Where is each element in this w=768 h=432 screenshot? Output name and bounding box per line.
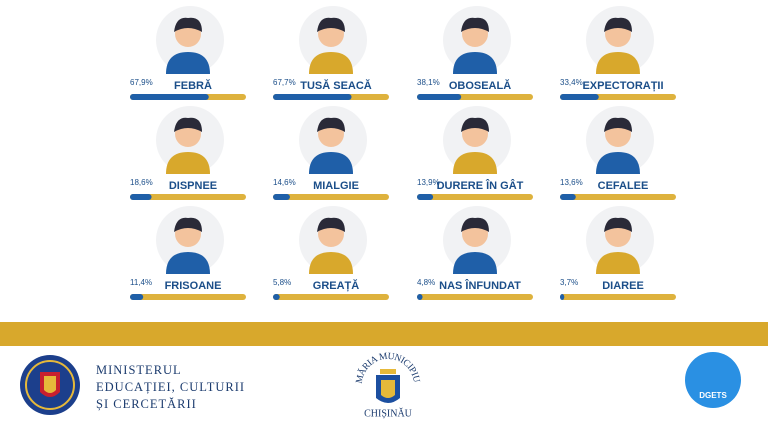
illustration-body xyxy=(309,152,353,174)
bar xyxy=(130,294,144,300)
bar-track xyxy=(417,194,533,200)
category-label: TUSĂ SEACĂ xyxy=(300,79,372,92)
value-label: 4,8% xyxy=(417,278,435,287)
category-label: FEBRĂ xyxy=(174,79,212,92)
illustration-hair xyxy=(604,117,632,132)
bar-track xyxy=(560,194,676,200)
value-label: 5,8% xyxy=(273,278,291,287)
bar xyxy=(560,294,565,300)
value-label: 67,9% xyxy=(130,78,153,87)
illustration-body xyxy=(596,52,640,74)
illustration-body xyxy=(309,52,353,74)
illustration-body xyxy=(166,252,210,274)
bar xyxy=(130,94,209,100)
illustration-hair xyxy=(317,17,345,32)
illustration-body xyxy=(166,152,210,174)
ministry-logo xyxy=(20,355,80,415)
illustration-hair xyxy=(461,17,489,32)
value-label: 38,1% xyxy=(417,78,440,87)
value-label: 13,6% xyxy=(560,178,583,187)
bar-track xyxy=(560,294,676,300)
category-label: OBOSEALĂ xyxy=(449,79,511,92)
illustration-hair xyxy=(317,217,345,232)
category-label: DISPNEE xyxy=(169,180,217,192)
ministry-text: EDUCAȚIEI, CULTURII xyxy=(96,380,245,394)
dgets-text: DGETS xyxy=(699,391,727,400)
illustration-body xyxy=(453,152,497,174)
illustration-hair xyxy=(317,117,345,132)
illustration-hair xyxy=(461,217,489,232)
value-label: 18,6% xyxy=(130,178,153,187)
bar xyxy=(417,94,462,100)
category-label: FRISOANE xyxy=(165,280,222,292)
illustration-body xyxy=(596,152,640,174)
city-name: CHIȘINĂU xyxy=(364,407,413,419)
bar xyxy=(417,294,423,300)
category-label: MIALGIE xyxy=(313,180,359,192)
illustration-body xyxy=(453,52,497,74)
dgets-logo xyxy=(685,352,741,408)
value-label: 11,4% xyxy=(130,278,152,287)
illustration-hair xyxy=(461,117,489,132)
category-label: EXPECTORAȚII xyxy=(582,80,663,92)
band xyxy=(0,322,768,346)
illustration-hair xyxy=(604,17,632,32)
bar xyxy=(560,94,599,100)
bar xyxy=(273,94,352,100)
illustration-body xyxy=(309,252,353,274)
illustration-hair xyxy=(174,217,202,232)
bar-track xyxy=(273,194,389,200)
bar xyxy=(273,194,290,200)
bar xyxy=(130,194,152,200)
bar-track xyxy=(130,294,246,300)
category-label: NAS ÎNFUNDAT xyxy=(439,279,521,292)
illustration-body xyxy=(453,252,497,274)
category-label: CEFALEE xyxy=(598,180,649,192)
category-label: DURERE ÎN GÂT xyxy=(437,179,524,192)
bar xyxy=(417,194,434,200)
value-label: 14,6% xyxy=(273,178,296,187)
value-label: 33,4% xyxy=(560,78,583,87)
city-logo xyxy=(376,369,400,403)
category-label: DIAREE xyxy=(602,280,644,292)
illustration-body xyxy=(596,252,640,274)
bar-track xyxy=(417,294,533,300)
ministry-text: MINISTERUL xyxy=(96,363,182,377)
bar-track xyxy=(130,194,246,200)
value-label: 67,7% xyxy=(273,78,296,87)
value-label: 3,7% xyxy=(560,278,578,287)
category-label: GREAȚĂ xyxy=(313,279,360,292)
bar xyxy=(560,194,576,200)
value-label: 13,9% xyxy=(417,178,440,187)
ministry-text: ȘI CERCETĂRII xyxy=(96,397,197,411)
illustration-hair xyxy=(604,217,632,232)
bar xyxy=(273,294,280,300)
illustration-body xyxy=(166,52,210,74)
illustration-hair xyxy=(174,117,202,132)
bar-track xyxy=(273,294,389,300)
illustration-hair xyxy=(174,17,202,32)
